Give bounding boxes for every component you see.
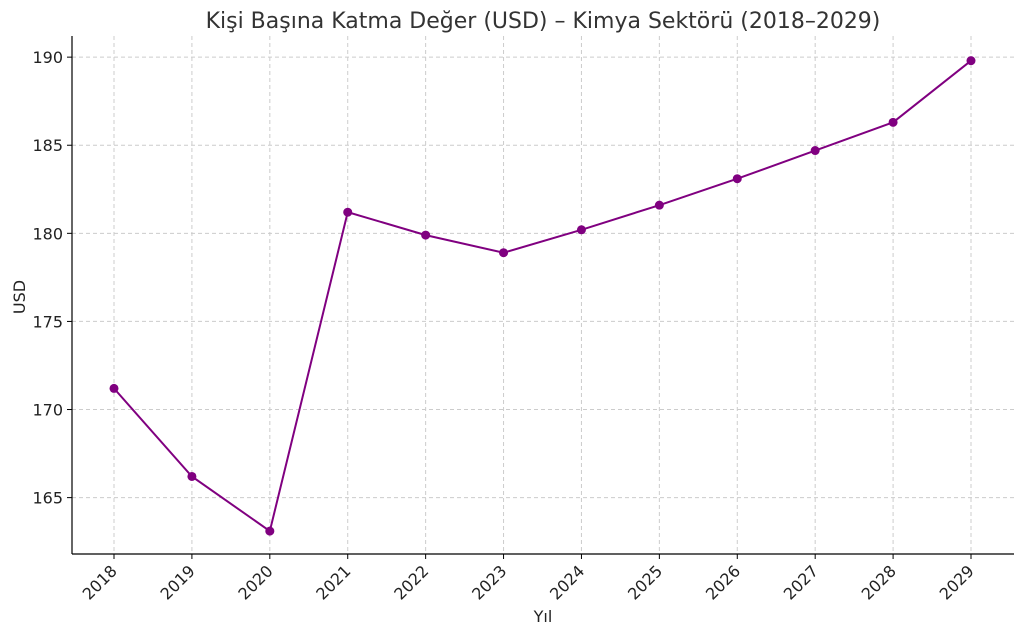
grid <box>72 36 1014 554</box>
x-tick-label: 2025 <box>624 561 666 603</box>
ticks: 2018 2019 2020 2021 2022 2023 2024 2025 2026 2027… <box>32 48 977 603</box>
y-tick-label: 165 <box>32 489 63 508</box>
data-point <box>499 248 509 258</box>
x-tick-label: 2027 <box>780 561 822 603</box>
y-tick-label: 190 <box>32 48 63 67</box>
data-point <box>187 471 197 481</box>
data-point <box>888 117 898 127</box>
x-tick-label: 2023 <box>468 561 510 603</box>
series <box>109 56 976 536</box>
data-point <box>732 174 742 184</box>
x-tick-label: 2018 <box>79 561 121 603</box>
y-tick-label: 170 <box>32 401 63 420</box>
data-point <box>810 146 820 156</box>
x-tick-label: 2022 <box>390 561 432 603</box>
x-tick-label: 2026 <box>702 561 744 603</box>
data-point <box>265 526 275 536</box>
y-tick-label: 180 <box>32 224 63 243</box>
y-tick-label: 185 <box>32 136 63 155</box>
x-tick-label: 2020 <box>234 561 276 603</box>
x-tick-label: 2029 <box>936 561 978 603</box>
data-point <box>654 200 664 210</box>
x-tick-label: 2028 <box>858 561 900 603</box>
x-tick-label: 2019 <box>157 561 199 603</box>
data-point <box>966 56 976 66</box>
axes <box>71 36 1014 555</box>
series-line <box>113 59 972 533</box>
y-axis-label: USD <box>10 280 29 314</box>
x-tick-label: 2021 <box>312 561 354 603</box>
x-tick-label: 2024 <box>546 561 588 603</box>
data-point <box>109 383 119 393</box>
data-point <box>421 230 431 240</box>
data-point <box>576 225 586 235</box>
y-tick-label: 175 <box>32 312 63 331</box>
x-axis-label: Yıl <box>533 607 553 626</box>
data-point <box>343 207 353 217</box>
chart-title: Kişi Başına Katma Değer (USD) – Kimya Se… <box>206 9 881 34</box>
